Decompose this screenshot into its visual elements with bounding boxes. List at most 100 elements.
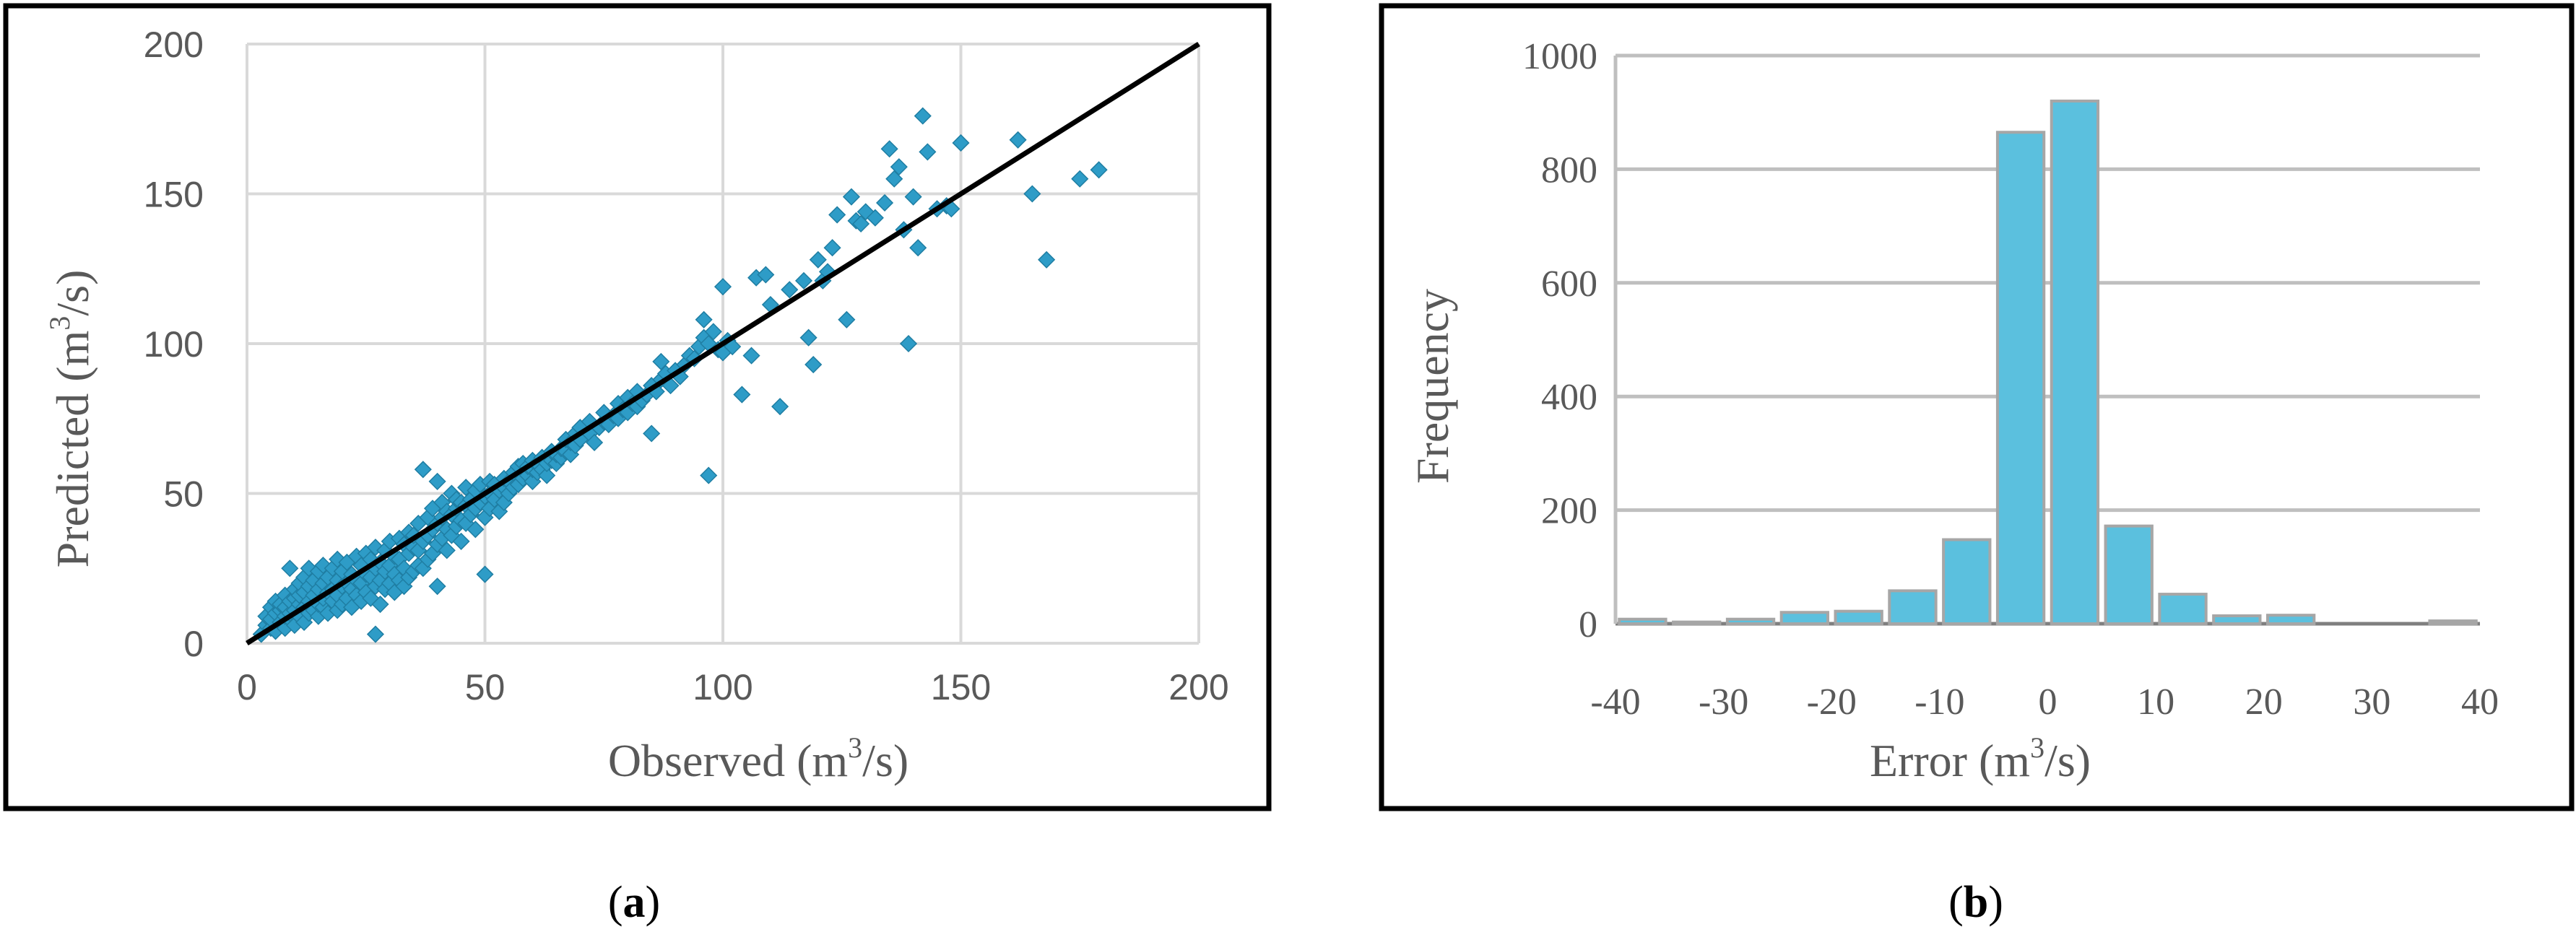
scatter-point [890,158,908,176]
scatter-point [643,424,661,443]
scatter-point [281,559,299,578]
scatter-chart: 0 50 100 150 200 0 50 100 150 200 Observed (m3/s)… [43,25,1229,786]
scatter-point [476,565,494,583]
histogram-bar [2265,614,2316,626]
histogram-y-axis-title: Frequency [1407,289,1458,484]
scatter-point [809,251,827,269]
scatter-point [757,266,775,284]
scatter-point [700,466,718,484]
scatter-x-tick-label: 200 [1168,667,1228,707]
scatter-y-tick-label: 200 [144,25,204,65]
scatter-point [695,310,713,328]
panel-b-frame [1379,3,2575,811]
scatter-y-tick-label: 100 [144,324,204,365]
histogram-bar [2104,524,2154,625]
scatter-point [842,188,860,206]
histogram-tick-labels: 0 200 400 600 800 1000 -40 -30 -20 -10 0 10 20 30 40 [1522,36,2499,723]
histogram-x-tick-label: -20 [1807,681,1857,723]
scatter-point [428,472,446,490]
scatter-point [794,271,813,289]
one-to-one-line [246,42,1200,645]
scatter-point [885,170,903,188]
scatter-point [866,209,884,227]
scatter-point [714,278,732,296]
scatter-x-tick-label: 100 [693,667,753,707]
histogram-bar [1888,589,1938,626]
scatter-reference-line [246,42,1200,645]
histogram-x-tick-label: -40 [1590,681,1640,723]
scatter-point [914,107,932,125]
scatter-x-axis-title: Observed (m3/s) [608,731,908,786]
histogram-y-tick-label: 1000 [1522,36,1597,77]
scatter-point [771,398,789,416]
scatter-point [438,541,456,559]
scatter-point [880,140,898,158]
histogram-x-tick-label: 0 [2039,681,2057,723]
histogram-y-tick-label: 0 [1579,604,1597,645]
scatter-point [428,578,446,596]
scatter-point [414,461,432,479]
panel-label-b: (b) [1948,878,2003,927]
scatter-point [586,433,604,452]
scatter-point [371,595,389,614]
histogram-x-tick-label: 30 [2353,681,2390,723]
scatter-point [823,239,841,257]
scatter-point [366,625,384,643]
scatter-x-tick-label: 50 [465,667,506,707]
scatter-y-axis-title: Predicted (m3/s) [43,270,98,568]
histogram-x-axis-title: Error (m3/s) [1870,731,2091,786]
histogram-y-tick-label: 200 [1541,491,1597,532]
histogram-bar [2158,593,2208,625]
scatter-point [1090,161,1108,179]
histogram-bar [1779,611,1830,626]
histogram-x-tick-label: -10 [1914,681,1964,723]
scatter-point [452,532,470,550]
scatter-x-tick-label: 150 [931,667,991,707]
histogram-bar [1672,620,1722,625]
scatter-tick-labels: 0 50 100 150 200 0 50 100 150 200 [144,25,1229,707]
histogram-bar [1618,617,1668,625]
histogram-chart: 0 200 400 600 800 1000 -40 -30 -20 -10 0 10 20 30 40 E… [1407,36,2499,786]
scatter-point [1023,185,1041,203]
histogram-bar [2428,619,2478,626]
scatter-point [875,193,894,212]
scatter-point [799,328,818,347]
scatter-point [805,355,823,374]
scatter-point [704,323,722,341]
scatter-y-tick-label: 50 [163,474,204,515]
scatter-point [733,386,751,404]
scatter-point [1071,170,1089,188]
histogram-bars [1618,99,2478,626]
histogram-y-tick-label: 800 [1541,149,1597,191]
scatter-y-tick-label: 0 [183,624,204,664]
scatter-point [838,310,856,328]
histogram-bar [2212,614,2262,625]
histogram-bar [1942,538,1992,625]
scatter-x-tick-label: 0 [237,667,257,707]
scatter-point [909,239,927,257]
histogram-y-tick-label: 400 [1541,377,1597,418]
histogram-bar [1995,131,2046,625]
scatter-point [1038,251,1056,269]
histogram-x-tick-label: 10 [2137,681,2174,723]
scatter-point [919,143,937,161]
scatter-y-tick-label: 150 [144,175,204,215]
scatter-point [467,521,485,539]
panel-label-a: (a) [608,878,660,927]
scatter-point [538,466,556,484]
scatter-point [904,188,922,206]
histogram-bar [2050,99,2100,625]
scatter-point [828,206,846,224]
histogram-x-tick-label: 20 [2245,681,2283,723]
scatter-point [1009,131,1027,149]
scatter-point [781,281,799,299]
histogram-y-tick-label: 600 [1541,264,1597,305]
histogram-x-tick-label: 40 [2461,681,2499,723]
histogram-bar [1725,617,1776,625]
scatter-point [742,347,760,365]
histogram-bar [1834,609,1883,625]
scatter-point [899,334,918,353]
scatter-point [952,134,970,152]
scatter-point [852,214,870,233]
